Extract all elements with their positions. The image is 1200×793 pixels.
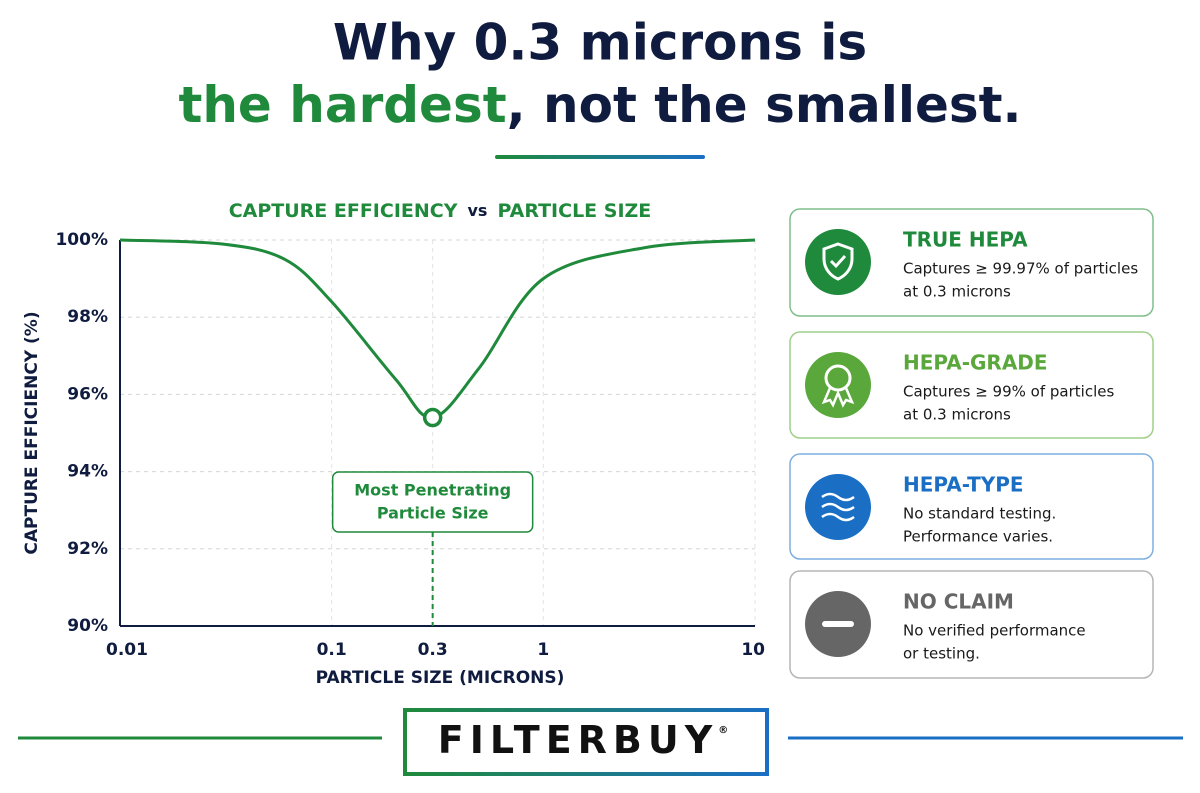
card [789, 453, 1154, 560]
card-desc: at 0.3 microns [903, 406, 1011, 424]
card-desc: Captures ≥ 99.97% of particles [903, 260, 1138, 278]
y-tick-label: 92% [67, 539, 108, 559]
brand-name: FILTERBUY [438, 718, 719, 762]
title-line2: the hardest, not the smallest. [178, 76, 1021, 134]
card-desc: No verified performance [903, 622, 1086, 640]
x-tick-label: 0.1 [317, 640, 347, 660]
x-axis-title: PARTICLE SIZE (MICRONS) [316, 668, 565, 688]
y-tick-label: 94% [67, 462, 108, 482]
annotation-text: Most Penetrating [354, 481, 511, 500]
ribbon-icon [821, 387, 855, 408]
check-icon [829, 254, 847, 269]
card [789, 331, 1154, 439]
card-title: HEPA-TYPE [903, 473, 1024, 497]
chart-title-a: CAPTURE EFFICIENCY [229, 200, 458, 222]
brand: FILTERBUY® [438, 718, 729, 762]
card [789, 208, 1154, 317]
y-tick-label: 98% [67, 307, 108, 327]
title-underline [495, 155, 705, 159]
y-tick-label: 90% [67, 616, 108, 636]
cards [789, 208, 1154, 679]
card [789, 570, 1154, 679]
chart-title-vs: vs [467, 201, 487, 220]
y-tick-label: 100% [55, 230, 108, 250]
min-point [422, 407, 443, 428]
shield-icon [822, 242, 854, 281]
minus-icon [822, 621, 854, 627]
card-title: TRUE HEPA [903, 228, 1028, 252]
card-texts: TRUE HEPA Captures ≥ 99.97% of particles a… [903, 228, 1138, 663]
title-line1: Why 0.3 microns is [333, 14, 867, 72]
title-highlight: the hardest [178, 76, 506, 134]
x-tick-label: 1 [537, 640, 549, 660]
x-tick-label: 0.3 [418, 640, 448, 660]
annotation-box [331, 471, 534, 533]
brand-box [403, 708, 769, 776]
chart-title-b: PARTICLE SIZE [497, 200, 651, 222]
data-line [119, 238, 756, 420]
plot: 90% 92% 94% 96% 98% 100% 0.01 0.1 0.3 1 10 Most Pen… [55, 230, 765, 660]
x-tick-label: 10 [741, 640, 765, 660]
title-rest: , not the smallest. [507, 76, 1022, 134]
air-icon [821, 492, 855, 522]
x-tick-label: 0.01 [106, 640, 148, 660]
card-desc: Captures ≥ 99% of particles [903, 383, 1114, 401]
brand-mark: ® [718, 725, 728, 736]
icon [805, 352, 871, 418]
chart-title: CAPTURE EFFICIENCY vs PARTICLE SIZE [229, 200, 652, 222]
y-tick-label: 96% [67, 384, 108, 404]
card-desc: at 0.3 microns [903, 283, 1011, 301]
card-desc: No standard testing. [903, 505, 1056, 523]
card-desc: or testing. [903, 645, 980, 663]
y-axis-title: CAPTURE EFFICIENCY (%) [22, 311, 42, 554]
card-title: NO CLAIM [903, 590, 1014, 614]
annotation-text: Particle Size [377, 504, 489, 523]
card-title: HEPA-GRADE [903, 351, 1048, 375]
card-desc: Performance varies. [903, 528, 1053, 546]
